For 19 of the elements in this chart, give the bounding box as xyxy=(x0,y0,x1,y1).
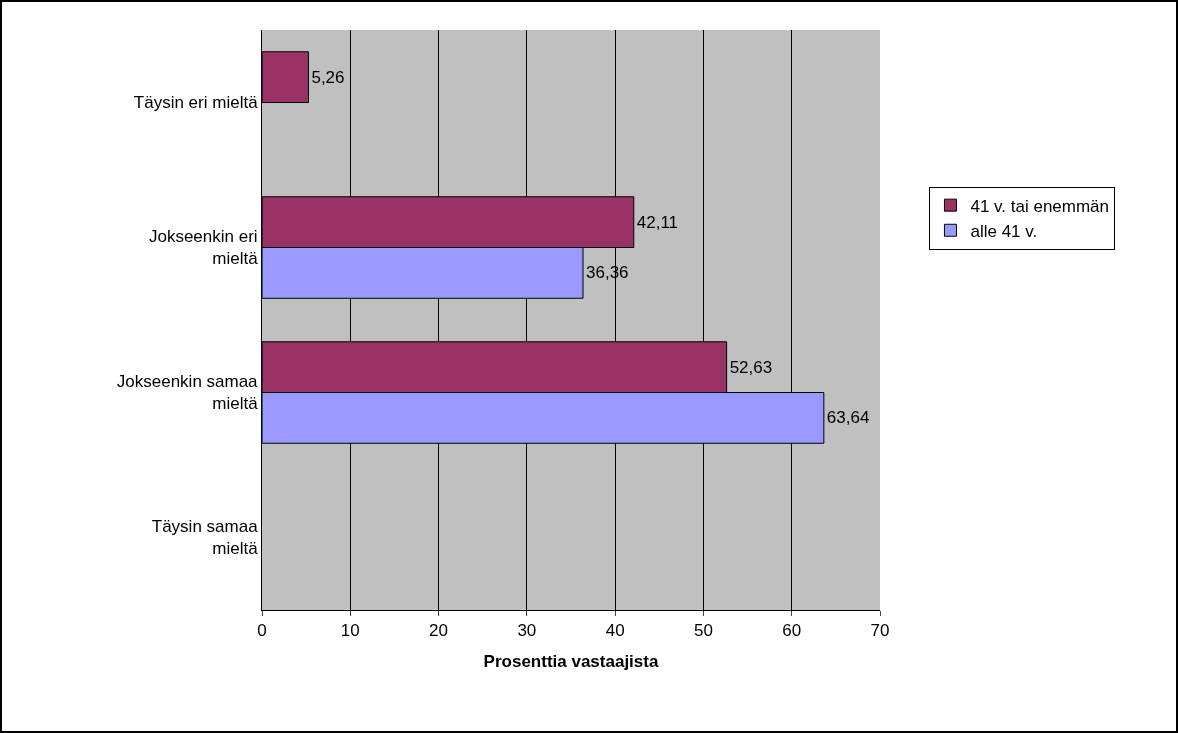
x-tick-label: 30 xyxy=(517,621,537,641)
x-tick-label: 70 xyxy=(870,621,890,641)
x-tick-label: 0 xyxy=(257,621,267,641)
y-tick-label: Jokseenkin samaa mieltä xyxy=(116,372,259,414)
data-label: 52,63 xyxy=(729,357,773,377)
legend-label: 41 v. tai enemmän xyxy=(970,196,1110,216)
x-tick-label: 60 xyxy=(782,621,802,641)
data-label: 5,26 xyxy=(311,67,345,87)
y-tick-label: Täysin samaa mieltä xyxy=(151,517,259,559)
x-tick-label: 20 xyxy=(429,621,449,641)
y-tick-label: Jokseenkin eri mieltä xyxy=(148,227,259,269)
x-tick-label: 40 xyxy=(605,621,625,641)
y-tick-label: Täysin eri mieltä xyxy=(133,93,259,113)
legend-label: alle 41 v. xyxy=(970,221,1038,241)
x-tick-label: 10 xyxy=(340,621,360,641)
data-label: 42,11 xyxy=(636,212,679,232)
x-tick-label: 50 xyxy=(693,621,713,641)
data-label: 63,64 xyxy=(826,408,870,428)
x-axis-title: Prosenttia vastaajista xyxy=(483,651,659,671)
